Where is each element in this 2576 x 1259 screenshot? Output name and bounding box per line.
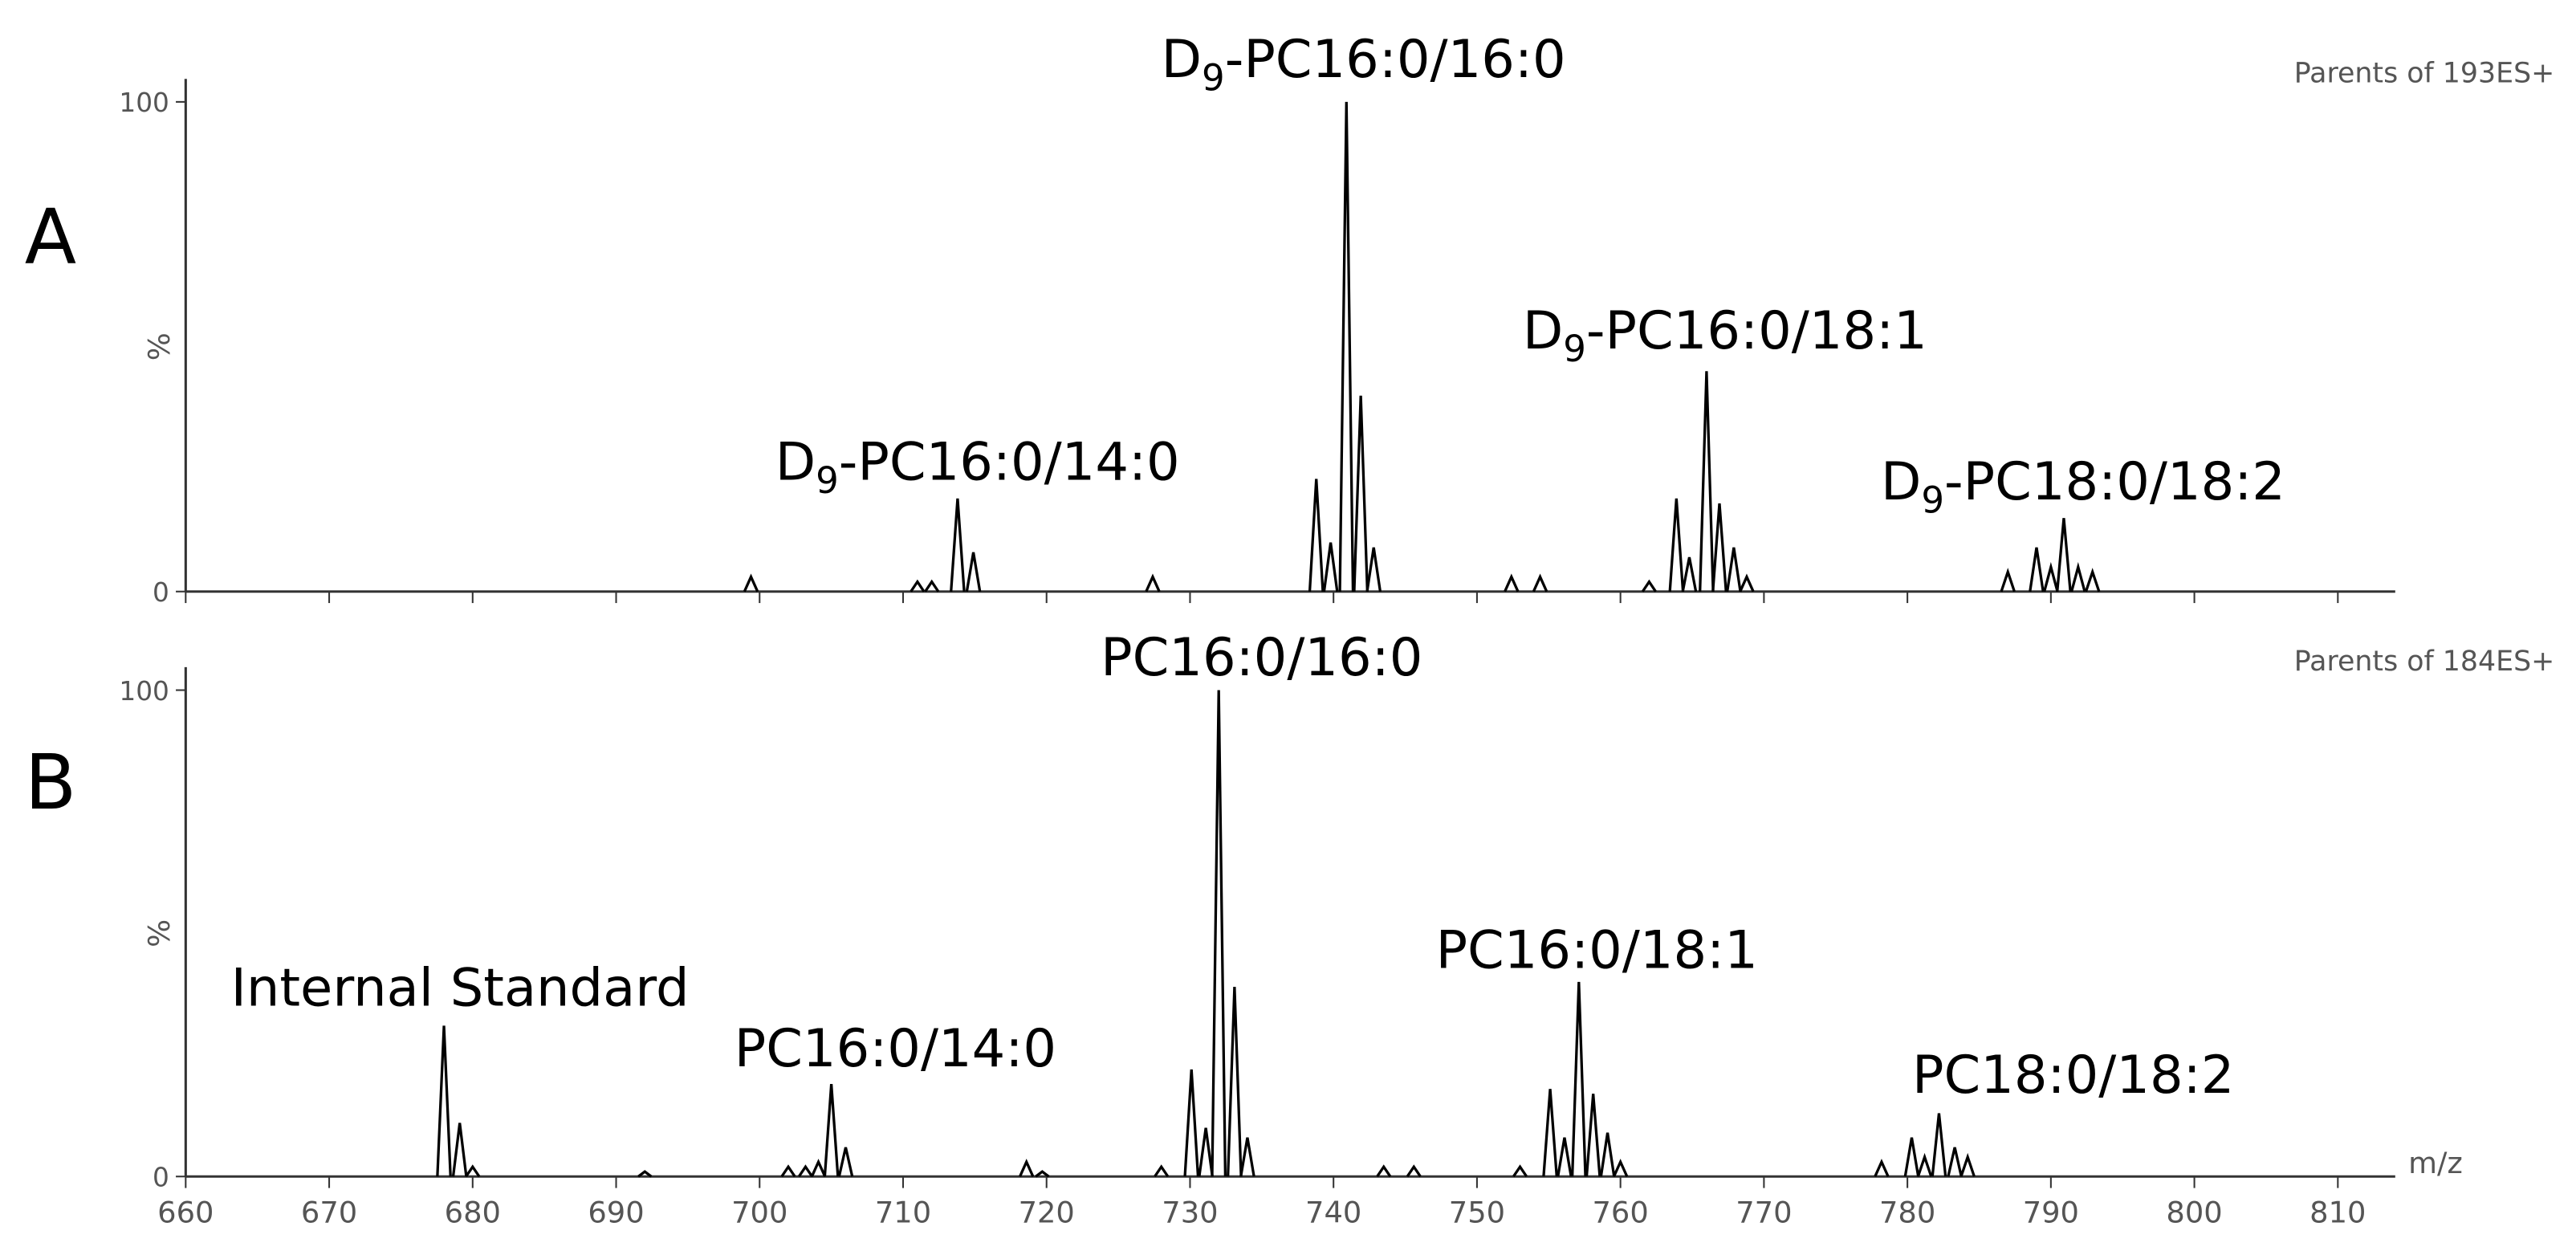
peak <box>1726 547 1742 592</box>
peak-annotation: D9-PC16:0/18:1 <box>1523 300 1927 370</box>
x-tick-label: 690 <box>588 1196 644 1230</box>
peak <box>1668 498 1685 592</box>
panel-label: B <box>25 740 77 827</box>
x-tick-label: 810 <box>2309 1196 2366 1230</box>
peak <box>1376 1164 1392 1178</box>
chart-title: Parents of 184ES+ <box>2294 646 2555 678</box>
x-tick-label: 750 <box>1449 1196 1505 1230</box>
peak <box>1931 1113 1947 1177</box>
peak <box>924 579 940 593</box>
panel-label: A <box>25 194 76 281</box>
y-tick-label: 0 <box>153 1163 169 1193</box>
peak <box>1711 503 1728 592</box>
y-tick-label: 100 <box>119 676 169 707</box>
peak <box>1198 1127 1214 1177</box>
peak <box>797 1164 813 1178</box>
peak <box>436 1025 452 1177</box>
peak <box>1308 479 1325 592</box>
peak <box>1681 556 1698 593</box>
peak <box>1874 1159 1890 1177</box>
peak <box>1353 395 1369 592</box>
peak <box>950 498 966 592</box>
peak <box>1947 1147 1963 1177</box>
y-tick-label: 100 <box>119 88 169 118</box>
peak <box>1322 542 1339 592</box>
peak <box>1699 371 1715 592</box>
peak <box>637 1170 653 1178</box>
x-tick-label: 740 <box>1305 1196 1361 1230</box>
peak-annotation: PC16:0/14:0 <box>735 1018 1056 1079</box>
x-tick-label: 720 <box>1019 1196 1075 1230</box>
peak <box>1916 1152 1933 1177</box>
x-tick-label: 670 <box>301 1196 357 1230</box>
peak <box>1959 1152 1976 1177</box>
peak-annotation: D9-PC18:0/18:2 <box>1881 451 2285 521</box>
peak <box>1739 573 1755 593</box>
peak <box>743 573 759 593</box>
peak <box>1227 986 1243 1177</box>
peak <box>1504 573 1520 593</box>
x-tick-label: 800 <box>2166 1196 2222 1230</box>
peak <box>965 552 982 592</box>
peak <box>1183 1069 1200 1177</box>
peak <box>1557 1137 1573 1177</box>
peak-annotation: Internal Standard <box>231 957 690 1018</box>
peak <box>1239 1137 1255 1177</box>
peak <box>1641 579 1657 593</box>
x-tick-label: 770 <box>1736 1196 1792 1230</box>
peak <box>1599 1132 1616 1177</box>
peak <box>2000 568 2016 593</box>
x-tick-label: 760 <box>1593 1196 1649 1230</box>
peak <box>1035 1170 1050 1178</box>
peak-annotation: D9-PC16:0/16:0 <box>1162 29 1566 99</box>
peak <box>2056 518 2072 592</box>
peak-annotation: PC16:0/18:1 <box>1436 919 1758 980</box>
x-tick-label: 780 <box>1879 1196 1935 1230</box>
peak-annotation: D9-PC16:0/14:0 <box>775 432 1180 502</box>
peak <box>1338 101 1355 592</box>
peak <box>1585 1094 1601 1177</box>
peak <box>910 579 926 593</box>
peak <box>810 1159 827 1177</box>
peak <box>1211 690 1227 1177</box>
peak <box>451 1123 468 1177</box>
peak <box>1365 547 1382 592</box>
peak <box>823 1084 840 1177</box>
peak <box>2070 561 2086 593</box>
y-axis-label: % <box>142 332 177 361</box>
peak <box>1612 1159 1629 1177</box>
peak <box>1406 1164 1422 1178</box>
peak <box>1532 573 1548 593</box>
peak <box>1512 1164 1528 1178</box>
x-axis-label: m/z <box>2408 1146 2463 1180</box>
x-tick-label: 700 <box>731 1196 787 1230</box>
peak <box>2084 568 2101 593</box>
peak <box>2029 547 2045 592</box>
peak <box>465 1164 481 1178</box>
peak <box>837 1147 854 1177</box>
y-axis-label: % <box>142 919 177 947</box>
x-tick-label: 660 <box>157 1196 214 1230</box>
peak <box>1542 1089 1558 1177</box>
peak <box>1903 1137 1920 1177</box>
peak-annotation: PC18:0/18:2 <box>1912 1045 2234 1106</box>
x-tick-label: 710 <box>875 1196 931 1230</box>
peak <box>1154 1164 1170 1178</box>
peak <box>2043 561 2059 593</box>
chart-title: Parents of 193ES+ <box>2294 57 2555 89</box>
peak <box>1571 981 1587 1177</box>
y-tick-label: 0 <box>153 577 169 608</box>
peak <box>780 1164 796 1178</box>
peak-annotation: PC16:0/16:0 <box>1101 627 1422 688</box>
peak <box>1145 573 1161 593</box>
peak <box>1019 1159 1035 1177</box>
x-tick-label: 680 <box>445 1196 501 1230</box>
x-tick-label: 790 <box>2023 1196 2079 1230</box>
x-tick-label: 730 <box>1162 1196 1218 1230</box>
